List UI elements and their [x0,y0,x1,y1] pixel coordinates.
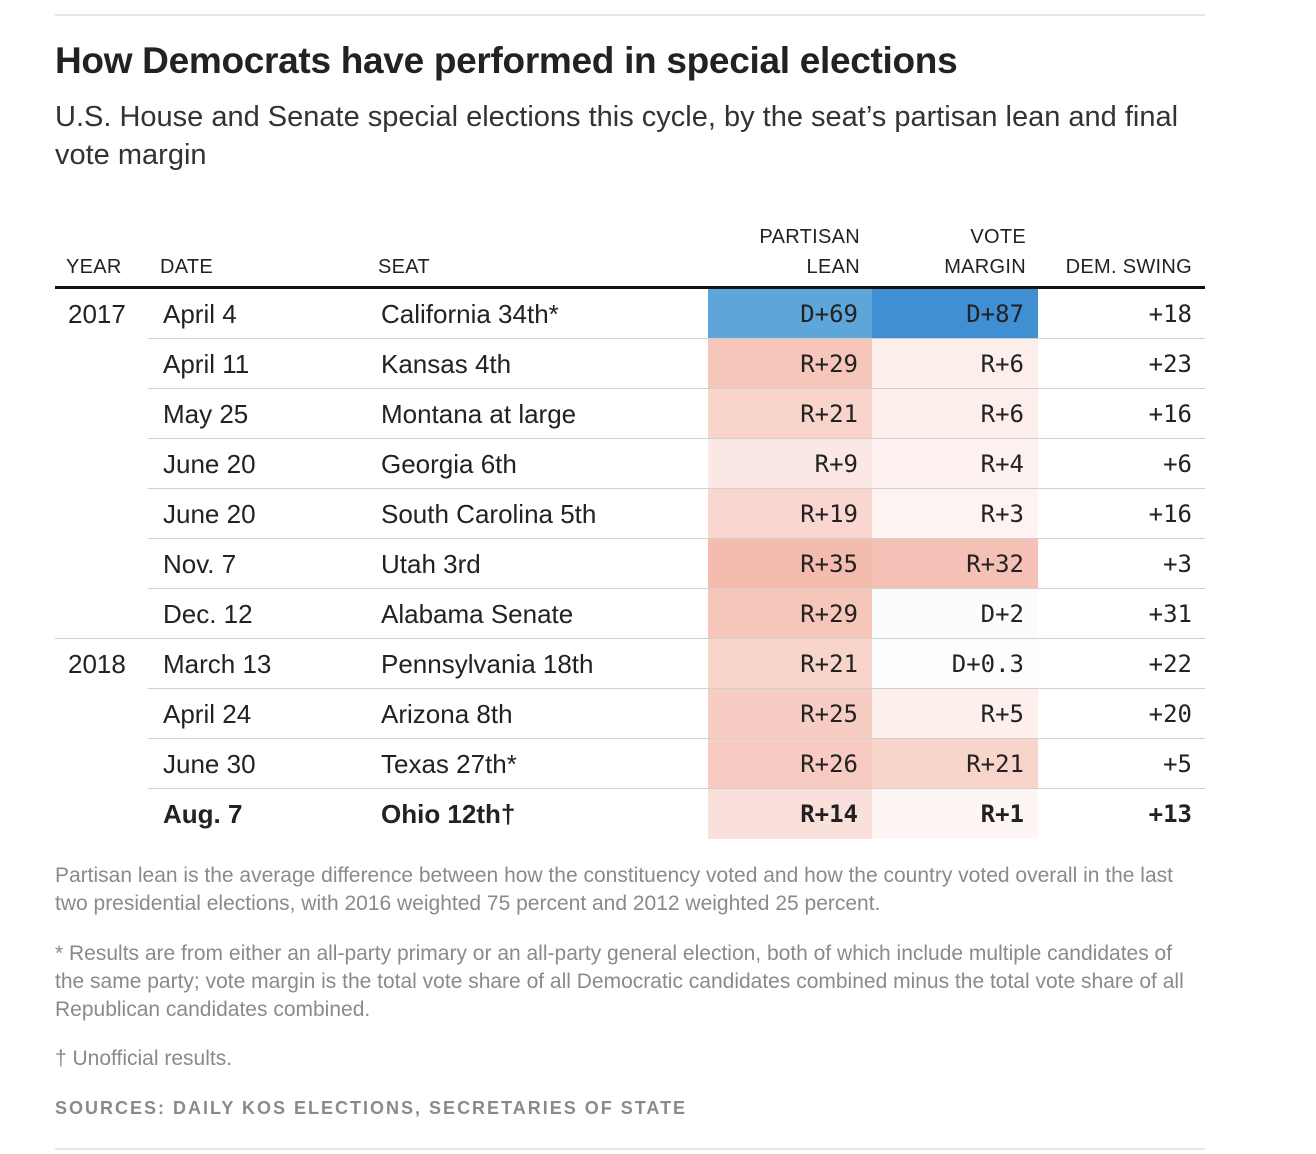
vote-margin-cell: R+6 [872,389,1038,439]
header-lean-line1: PARTISAN [759,226,860,248]
vote-margin-cell: R+32 [872,539,1038,589]
row-divider [55,638,1205,639]
dem-swing-cell: +6 [1163,450,1192,478]
table-row: June 20 South Carolina 5th R+19 R+3 +16 [0,489,1316,539]
dem-swing-cell: +3 [1163,550,1192,578]
row-divider [148,538,1205,539]
dem-swing-cell: +13 [1148,800,1192,828]
date-cell: June 20 [163,499,256,529]
row-divider [148,588,1205,589]
vote-margin-cell: R+21 [872,739,1038,789]
header-margin-line1: VOTE [970,226,1026,248]
dagger-footnote: † Unofficial results. [55,1047,233,1070]
table-row: June 30 Texas 27th* R+26 R+21 +5 [0,739,1316,789]
table-row: April 11 Kansas 4th R+29 R+6 +23 [0,339,1316,389]
table-row: 2017 April 4 California 34th* D+69 D+87 +18 [0,289,1316,339]
date-cell: April 24 [163,699,252,729]
table-row: Aug. 7 Ohio 12th† R+14 R+1 +13 [0,789,1316,839]
header-date: DATE [160,256,214,278]
date-cell: Aug. 7 [163,799,243,829]
dem-swing-cell: +22 [1148,650,1192,678]
seat-cell: Alabama Senate [381,599,574,629]
row-divider [148,438,1205,439]
vote-margin-cell: R+5 [872,689,1038,739]
partisan-lean-cell: R+21 [708,639,872,689]
row-divider [148,738,1205,739]
row-divider [148,488,1205,489]
vote-margin-cell: D+0.3 [872,639,1038,689]
vote-margin-cell: R+3 [872,489,1038,539]
dem-swing-cell: +23 [1148,350,1192,378]
partisan-lean-cell: R+9 [708,439,872,489]
vote-margin-cell: D+87 [872,289,1038,339]
date-cell: June 30 [163,749,256,779]
table-row: Nov. 7 Utah 3rd R+35 R+32 +3 [0,539,1316,589]
partisan-lean-cell: R+29 [708,339,872,389]
row-divider [148,388,1205,389]
seat-cell: Arizona 8th [381,699,513,729]
seat-cell: Utah 3rd [381,549,481,579]
row-divider [148,788,1205,789]
partisan-lean-cell: R+21 [708,389,872,439]
seat-cell: Georgia 6th [381,449,517,479]
partisan-lean-cell: R+19 [708,489,872,539]
bottom-rule [55,1148,1205,1150]
asterisk-footnote: * Results are from either an all-party p… [55,942,1184,1021]
table-row: May 25 Montana at large R+21 R+6 +16 [0,389,1316,439]
seat-cell: Texas 27th* [381,749,517,779]
table-row: April 24 Arizona 8th R+25 R+5 +20 [0,689,1316,739]
dem-swing-cell: +16 [1148,500,1192,528]
partisan-lean-cell: R+35 [708,539,872,589]
dem-swing-cell: +18 [1148,300,1192,328]
lean-footnote: Partisan lean is the average difference … [55,864,1173,915]
date-cell: June 20 [163,449,256,479]
header-rule [55,286,1205,289]
partisan-lean-cell: R+29 [708,589,872,639]
partisan-lean-cell: R+14 [708,789,872,839]
header-seat: SEAT [378,256,430,278]
header-lean-line2: LEAN [806,256,860,278]
row-divider [148,338,1205,339]
date-cell: May 25 [163,399,249,429]
header-margin-line2: MARGIN [944,256,1026,278]
dem-swing-cell: +20 [1148,700,1192,728]
header-year: YEAR [66,256,122,278]
seat-cell: Montana at large [381,399,577,429]
vote-margin-cell: D+2 [872,589,1038,639]
partisan-lean-cell: D+69 [708,289,872,339]
vote-margin-cell: R+1 [872,789,1038,839]
dem-swing-cell: +31 [1148,600,1192,628]
sources-line: SOURCES: DAILY KOS ELECTIONS, SECRETARIE… [55,1098,688,1118]
vote-margin-cell: R+4 [872,439,1038,489]
header-dem-swing: DEM. SWING [1065,256,1192,278]
table-row: Dec. 12 Alabama Senate R+29 D+2 +31 [0,589,1316,639]
top-rule [55,14,1205,16]
chart-subtitle: U.S. House and Senate special elections … [55,101,1179,171]
year-cell: 2017 [68,299,126,329]
seat-cell: Kansas 4th [381,349,512,379]
table-row: June 20 Georgia 6th R+9 R+4 +6 [0,439,1316,489]
date-cell: March 13 [163,649,272,679]
dem-swing-cell: +16 [1148,400,1192,428]
seat-cell: South Carolina 5th [381,499,597,529]
table-row: 2018 March 13 Pennsylvania 18th R+21 D+0.3 +2… [0,639,1316,689]
row-divider [148,688,1205,689]
date-cell: April 4 [163,299,237,329]
partisan-lean-cell: R+26 [708,739,872,789]
date-cell: April 11 [163,349,250,379]
vote-margin-cell: R+6 [872,339,1038,389]
seat-cell: Ohio 12th† [381,799,516,829]
chart-title: How Democrats have performed in special … [55,40,958,81]
dem-swing-cell: +5 [1163,750,1192,778]
partisan-lean-cell: R+25 [708,689,872,739]
date-cell: Nov. 7 [163,549,237,579]
seat-cell: California 34th* [381,299,559,329]
seat-cell: Pennsylvania 18th [381,649,594,679]
year-cell: 2018 [68,649,126,679]
date-cell: Dec. 12 [163,599,253,629]
